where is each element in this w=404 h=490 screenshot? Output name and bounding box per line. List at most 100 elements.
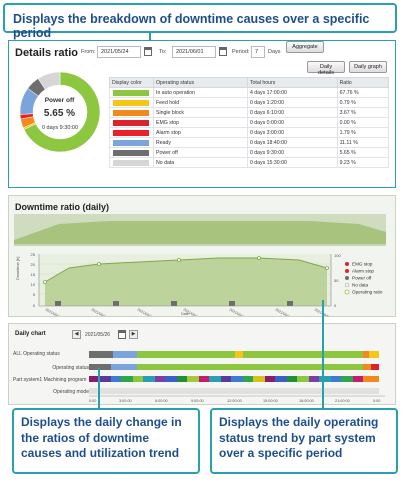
table-row[interactable]: Alarm stop 0 days 3:00:00 1.79 % [109,127,390,138]
from-date-input[interactable]: 2021/05/24 [97,46,141,58]
table-row[interactable]: Feed hold 0 days 1:20:00 0.79 % [109,97,390,108]
timeline-segment [89,376,99,382]
details-ratio-panel: Details ratio From: 2021/05/24 To: 2021/… [8,40,396,188]
timeline-segment [297,376,309,382]
left-tick: 15 [31,272,36,277]
ratio-table: Display color Operating status Total hou… [109,77,390,168]
row-label: ALL Operating status [13,351,60,357]
downtime-title: Downtime ratio (daily) [15,202,110,212]
legend-marker [344,289,350,295]
legend-label: Alarm stop [352,269,374,274]
table-row[interactable]: Power off 0 days 9:30:00 5.65 % [109,147,390,158]
period-unit: Days [268,49,281,55]
color-swatch [113,109,149,116]
hours-cell: 0 days 18:40:00 [246,137,338,148]
hours-cell: 0 days 6:10:00 [246,107,338,118]
x-tick: 2021/05/26 [137,307,155,316]
timeline-segment [341,376,353,382]
period-input[interactable]: 7 [251,46,265,58]
color-swatch [113,129,149,136]
timeline-segment [137,364,363,370]
to-calendar-icon[interactable] [219,47,227,56]
time-tick: 6:00:00 [155,399,168,403]
table-row[interactable]: Ready 0 days 18:40:00 11.11 % [109,137,390,148]
timeline-segment [155,376,165,382]
swatch-cell [109,87,154,98]
timeline-segment [89,351,113,358]
hours-cell: 0 days 1:20:00 [246,97,338,108]
x-tick: 2021/05/24 [45,307,63,316]
row-label: Operating status [52,365,89,371]
downtime-chart: Downtime [h] 25 20 15 10 5 0 100 50 0 20… [14,214,386,316]
ratio-table-header: Display color Operating status Total hou… [109,77,390,88]
swatch-cell [109,97,154,108]
left-tick: 10 [31,282,36,287]
table-row[interactable]: Single block 0 days 6:10:00 3.67 % [109,107,390,118]
table-row[interactable]: EMG stop 0 days 0:00:00 0.00 % [109,117,390,128]
timeline-segment [89,388,379,394]
legend-label: No data [352,283,369,288]
donut-svg [19,71,101,153]
daily-calendar-icon[interactable] [118,330,126,339]
ratio-cell: 0.00 % [336,117,390,128]
timeline-segment [121,376,133,382]
to-date-input[interactable]: 2021/06/01 [172,46,216,58]
timeline-segment [287,376,297,382]
timeline-segment [309,376,319,382]
timeline-segment [231,376,243,382]
col-total-hours: Total hours [246,77,338,88]
timeline-segment [363,376,379,382]
legend-label: Operating ratio [352,290,383,295]
status-cell: No data [153,157,248,168]
timeline-segment [111,376,121,382]
data-point [325,266,329,270]
swatch-cell [109,157,154,168]
color-swatch [113,139,149,146]
left-tick: 0 [33,303,36,308]
color-swatch [113,99,149,106]
table-row[interactable]: In auto operation 4 days 17:00:00 67.76 % [109,87,390,98]
prev-day-button[interactable]: ◀ [72,330,81,339]
timeline-segment [143,376,155,382]
legend-label: Power off [352,276,372,281]
hours-cell: 0 days 15:30:00 [246,157,338,168]
time-tick: 9:00:00 [191,399,204,403]
daily-details-button[interactable]: Daily details [307,61,345,76]
status-cell: Ready [153,137,248,148]
col-operating-status: Operating status [153,77,248,88]
next-day-button[interactable]: ▶ [129,330,138,339]
data-point [97,262,101,266]
timeline-segment [243,351,363,358]
timeline-segment [89,364,111,370]
timeline-segment [243,376,253,382]
aggregate-button[interactable]: Aggregate [286,41,324,53]
callout-pointer-bottom-right [322,300,324,408]
time-tick: 21:00:00 [335,399,350,403]
data-point [177,258,181,262]
time-tick: 0:00 [89,399,96,403]
daily-title: Daily chart [15,331,46,337]
donut-slice [23,71,101,153]
timeline-segment [371,364,379,370]
timeline-segment [369,351,379,358]
status-cell: EMG stop [153,117,248,128]
time-tick: 18:00:00 [299,399,314,403]
power-off-bar [113,301,119,306]
table-row[interactable]: No data 0 days 15:30:00 9.23 % [109,157,390,168]
timeline-segment [133,376,143,382]
timeline-segment [265,376,275,382]
daily-graph-button[interactable]: Daily graph [349,61,387,73]
power-off-bar [229,301,235,306]
timeline-segment [353,376,363,382]
donut-status-label: Power off [44,97,75,104]
timeline-segment [253,376,265,382]
color-swatch [113,159,149,166]
col-ratio: Ratio [336,77,390,88]
callout-daily-status: Displays the daily operating status tren… [210,408,398,474]
from-calendar-icon[interactable] [144,47,152,56]
hours-cell: 4 days 17:00:00 [246,87,338,98]
timeline-segment [209,376,221,382]
timeline-segment [177,376,187,382]
ratio-cell: 1.79 % [336,127,390,138]
x-tick: 2021/05/29 [275,307,293,316]
